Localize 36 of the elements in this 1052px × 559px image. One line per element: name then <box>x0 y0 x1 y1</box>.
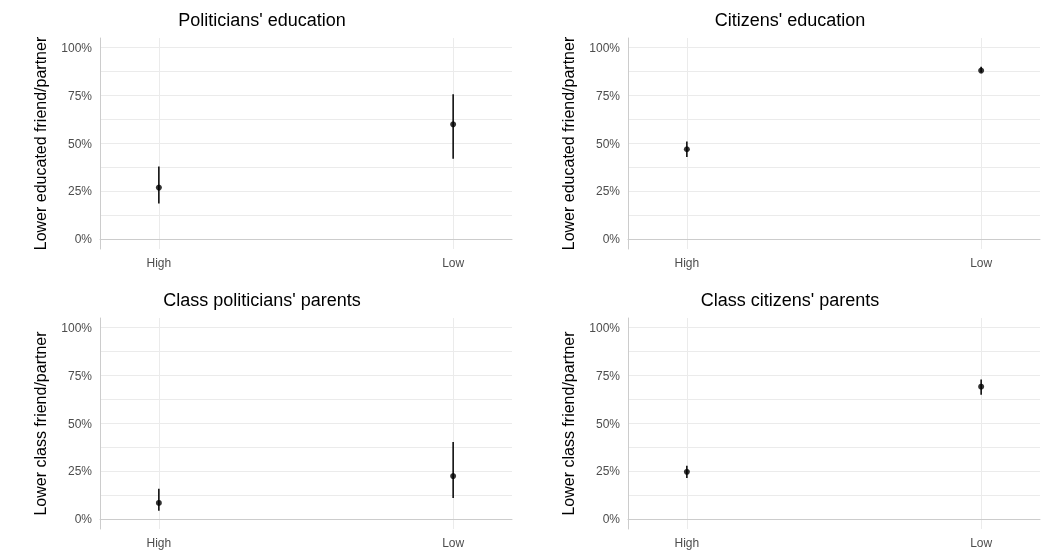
x-tick-label: High <box>146 256 172 270</box>
y-tick-label: 75% <box>67 368 93 383</box>
y-tick-label: 75% <box>595 368 621 383</box>
y-tick-label: 0% <box>602 511 621 526</box>
y-tick-label: 25% <box>67 463 93 478</box>
y-tick-label: 100% <box>61 40 93 55</box>
y-tick-label: 50% <box>595 416 621 430</box>
x-tick-label: High <box>674 256 700 270</box>
y-tick-label: 75% <box>595 88 621 103</box>
y-tick-label: 50% <box>595 136 621 151</box>
chart-title: Citizens' education <box>714 10 866 30</box>
chart-title: Politicians' education <box>178 10 346 30</box>
y-tick-label: 0% <box>74 232 93 247</box>
y-tick-label: 50% <box>67 416 93 430</box>
y-tick-label: 0% <box>602 232 621 247</box>
chart-title: Class citizens' parents <box>700 289 880 310</box>
y-axis-title: Lower class friend/partner <box>559 330 577 516</box>
y-tick-label: 0% <box>74 511 93 526</box>
chart-title: Class politicians' parents <box>163 289 361 310</box>
y-tick-label: 25% <box>67 184 93 199</box>
y-axis-title: Lower educated friend/partner <box>31 36 49 251</box>
y-tick-label: 50% <box>67 136 93 151</box>
y-axis-title: Lower class friend/partner <box>31 330 49 516</box>
x-tick-label: Low <box>970 256 993 270</box>
x-tick-label: Low <box>442 535 465 550</box>
y-tick-label: 75% <box>67 88 93 103</box>
x-tick-label: High <box>674 535 700 550</box>
x-tick-label: Low <box>442 256 465 270</box>
y-tick-label: 100% <box>61 320 93 335</box>
y-tick-label: 100% <box>589 320 621 335</box>
x-tick-label: High <box>146 535 172 550</box>
y-tick-label: 25% <box>595 463 621 478</box>
x-tick-label: Low <box>970 535 993 550</box>
y-axis-title: Lower educated friend/partner <box>559 36 577 251</box>
y-tick-label: 25% <box>595 184 621 199</box>
y-tick-label: 100% <box>589 40 621 55</box>
